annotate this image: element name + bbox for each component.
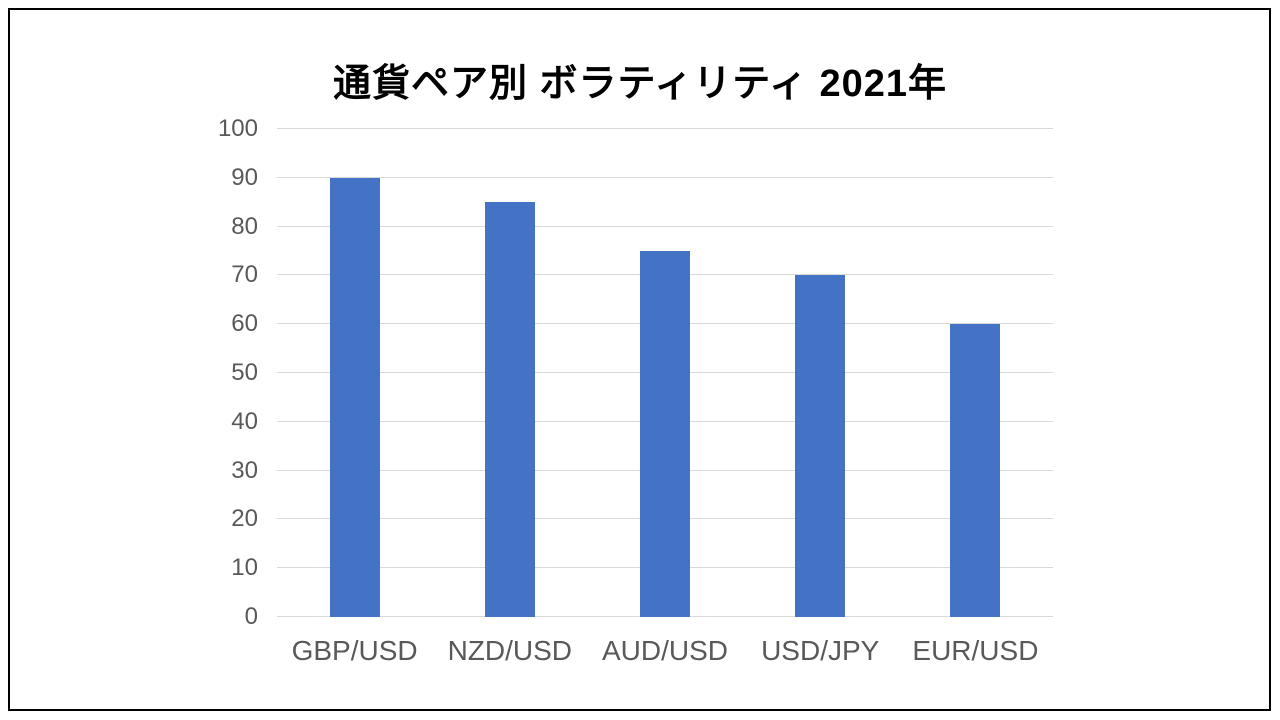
- x-axis-category-label: AUD/USD: [602, 635, 729, 666]
- bar-nzd-usd: [484, 202, 535, 617]
- y-axis-tick-label: 40: [231, 407, 258, 435]
- y-axis-tick-label: 80: [231, 212, 258, 240]
- bar-slot: [587, 129, 742, 617]
- x-axis: GBP/USD NZD/USD AUD/USD USD/JPY EUR/USD: [277, 634, 1053, 668]
- y-axis-tick-label: 90: [231, 163, 258, 191]
- chart-border-frame: [8, 8, 1271, 711]
- chart-title: 通貨ペア別 ボラティリティ 2021年: [332, 63, 948, 105]
- plot-area: [277, 128, 1053, 617]
- y-axis-tick-label: 60: [231, 310, 258, 338]
- y-axis-tick-label: 0: [244, 603, 258, 630]
- bar-gbp-usd: [329, 177, 380, 617]
- y-axis-tick-label: 10: [231, 554, 258, 582]
- y-axis-tick-label: 20: [231, 505, 258, 533]
- bar-slot: [898, 129, 1053, 617]
- bar-usd-jpy: [795, 275, 846, 617]
- x-axis-category-label: EUR/USD: [912, 635, 1039, 666]
- y-axis-tick-label: 30: [231, 456, 258, 484]
- x-axis-category-label: USD/JPY: [761, 635, 880, 666]
- y-axis-tick-label: 50: [231, 359, 258, 386]
- x-axis-category-label: GBP/USD: [291, 635, 418, 666]
- bar-aud-usd: [640, 251, 690, 617]
- bar-slot: [432, 129, 587, 617]
- y-axis: 0 10 20 30 40 50 60 70 80 90 100: [180, 117, 258, 629]
- x-axis-category-label: NZD/USD: [447, 635, 573, 666]
- gridline: [277, 128, 1053, 129]
- gridline: [277, 225, 1053, 227]
- y-axis-tick-label: 70: [231, 261, 258, 289]
- y-axis-tick-label: 100: [217, 115, 258, 142]
- bar-slot: [277, 129, 432, 617]
- bars-layer: [277, 129, 1053, 617]
- bar-eur-usd: [950, 324, 1001, 617]
- gridline: [277, 176, 1053, 178]
- bar-slot: [743, 129, 898, 617]
